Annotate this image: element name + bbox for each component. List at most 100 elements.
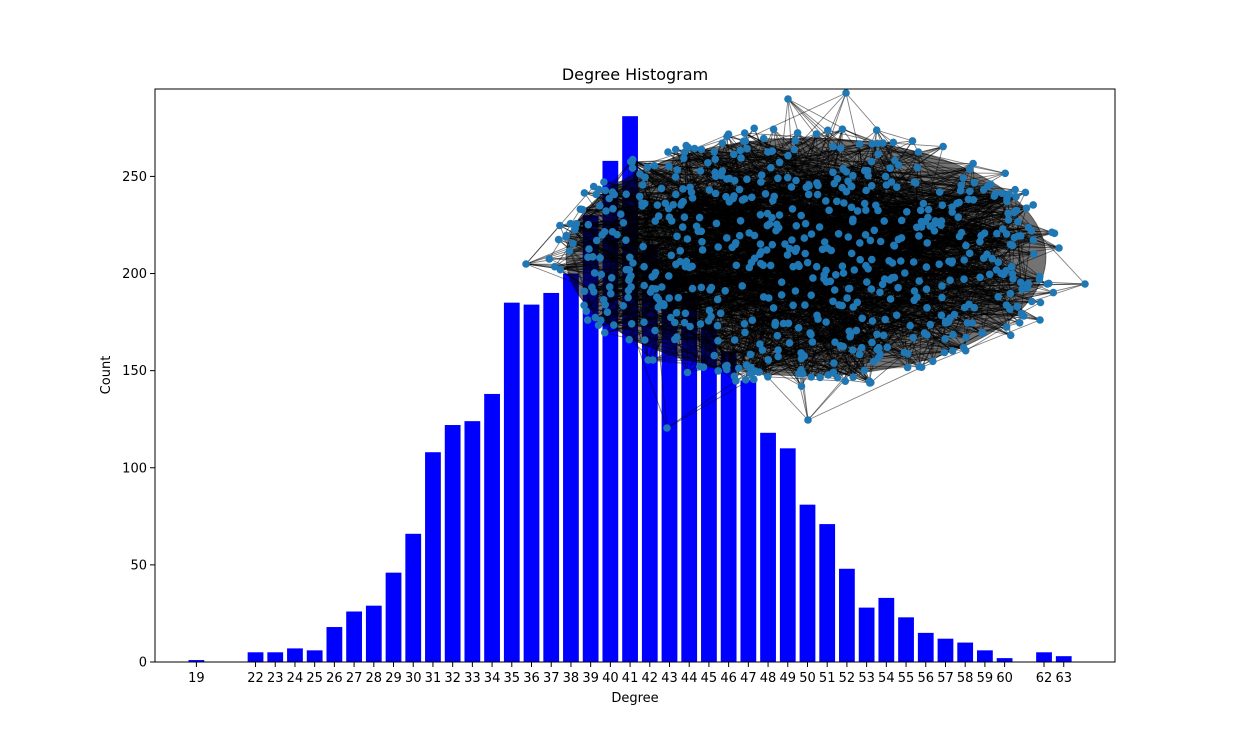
network-node <box>601 186 610 195</box>
network-node <box>1013 302 1021 311</box>
network-node <box>838 301 846 310</box>
network-node <box>639 242 647 251</box>
network-node <box>809 274 817 282</box>
network-node <box>922 285 931 294</box>
network-node <box>774 174 782 183</box>
network-node <box>922 263 931 271</box>
x-tick-label: 46 <box>720 671 737 686</box>
network-node <box>676 247 685 255</box>
bar-degree-43 <box>661 273 678 662</box>
network-node <box>808 338 817 346</box>
network-node <box>640 318 648 327</box>
network-node <box>562 231 571 240</box>
network-node <box>767 163 775 172</box>
network-node <box>991 189 1000 198</box>
network-node <box>965 187 974 196</box>
network-node <box>897 257 905 265</box>
network-node <box>554 235 563 244</box>
network-node <box>868 255 876 264</box>
network-node <box>589 252 597 261</box>
network-node <box>681 309 690 318</box>
network-node <box>839 342 847 351</box>
bar-degree-34 <box>484 393 500 662</box>
network-node <box>667 313 675 322</box>
network-node <box>740 129 749 137</box>
network-node <box>756 250 764 258</box>
network-node <box>661 199 670 208</box>
network-node <box>800 352 808 360</box>
network-node <box>829 142 837 151</box>
network-node <box>683 235 692 243</box>
x-tick-label: 38 <box>563 671 580 686</box>
network-node <box>590 288 598 296</box>
network-node <box>794 260 802 269</box>
bar-degree-29 <box>385 572 402 662</box>
network-node <box>856 239 864 247</box>
network-node <box>929 357 937 366</box>
network-node <box>824 126 832 135</box>
network-node <box>964 195 973 204</box>
network-node <box>756 259 765 268</box>
network-node <box>800 234 809 242</box>
network-node <box>1012 193 1020 201</box>
network-node <box>712 219 721 228</box>
network-node <box>522 260 530 268</box>
network-node <box>957 181 965 190</box>
network-node <box>791 287 800 295</box>
network-node <box>903 208 911 216</box>
network-node <box>939 142 947 151</box>
network-node <box>862 186 870 195</box>
network-node <box>607 289 615 298</box>
network-node <box>607 274 616 282</box>
network-node <box>822 266 830 275</box>
network-node <box>947 259 956 267</box>
network-node <box>868 317 877 325</box>
x-tick-label: 54 <box>878 671 895 686</box>
network-node <box>876 237 885 246</box>
x-tick-label: 24 <box>287 671 304 686</box>
network-node <box>665 162 673 171</box>
network-node <box>750 231 759 240</box>
network-node <box>1011 185 1019 194</box>
network-node <box>680 154 688 162</box>
bar-degree-36 <box>523 304 540 662</box>
x-tick-label: 33 <box>464 671 481 686</box>
network-node <box>836 144 845 152</box>
bar-degree-49 <box>779 448 796 662</box>
network-node <box>1049 288 1058 297</box>
bar-degree-27 <box>346 611 362 662</box>
network-node <box>959 174 968 182</box>
network-node <box>788 205 797 213</box>
network-node <box>807 230 816 238</box>
x-tick-label: 34 <box>484 671 501 686</box>
network-node <box>1030 250 1038 258</box>
network-node <box>955 198 963 207</box>
network-node <box>740 320 749 328</box>
network-node <box>671 173 680 181</box>
bar-degree-23 <box>267 652 284 662</box>
network-node <box>838 125 847 133</box>
network-node <box>729 194 737 203</box>
network-node <box>785 244 794 253</box>
network-node <box>665 294 673 302</box>
network-node <box>889 138 898 147</box>
network-node <box>730 336 739 344</box>
bar-degree-63 <box>1055 656 1072 662</box>
network-node <box>627 320 636 328</box>
network-node <box>849 171 857 180</box>
network-node <box>872 126 881 134</box>
network-node <box>1012 206 1021 215</box>
network-node <box>680 318 689 327</box>
network-node <box>680 213 689 221</box>
network-node <box>710 351 718 360</box>
network-node <box>597 270 606 279</box>
network-node <box>954 213 962 221</box>
x-tick-label: 42 <box>642 671 659 686</box>
x-tick-label: 26 <box>326 671 343 686</box>
network-node <box>965 300 973 309</box>
network-node <box>759 293 768 301</box>
network-node <box>1006 331 1015 340</box>
network-node <box>785 339 794 347</box>
x-tick-label: 39 <box>582 671 599 686</box>
network-node <box>653 293 661 301</box>
